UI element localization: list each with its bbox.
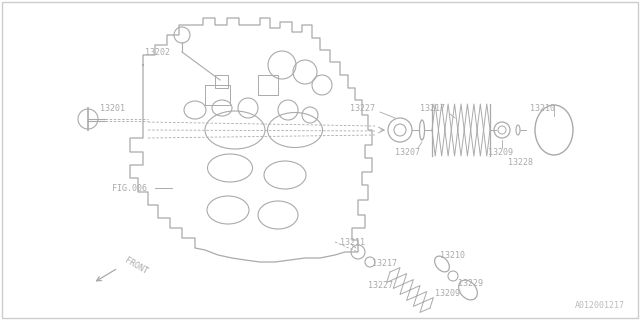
Text: 13229: 13229 [458, 278, 483, 287]
Text: 13227: 13227 [350, 103, 375, 113]
Text: 13217: 13217 [372, 259, 397, 268]
Text: A012001217: A012001217 [575, 301, 625, 310]
Text: 13217: 13217 [420, 103, 445, 113]
Text: 13209: 13209 [488, 148, 513, 156]
Text: 13201: 13201 [100, 103, 125, 113]
Text: 13207: 13207 [395, 148, 420, 156]
Text: 13228: 13228 [508, 157, 533, 166]
Text: FIG.006: FIG.006 [112, 183, 147, 193]
Text: 13209: 13209 [435, 289, 460, 298]
Text: 13210: 13210 [440, 251, 465, 260]
Text: 13227: 13227 [368, 281, 393, 290]
Text: FRONT: FRONT [123, 256, 149, 276]
Text: 13211: 13211 [340, 237, 365, 246]
Text: 13202: 13202 [145, 47, 170, 57]
Text: 13210: 13210 [530, 103, 555, 113]
